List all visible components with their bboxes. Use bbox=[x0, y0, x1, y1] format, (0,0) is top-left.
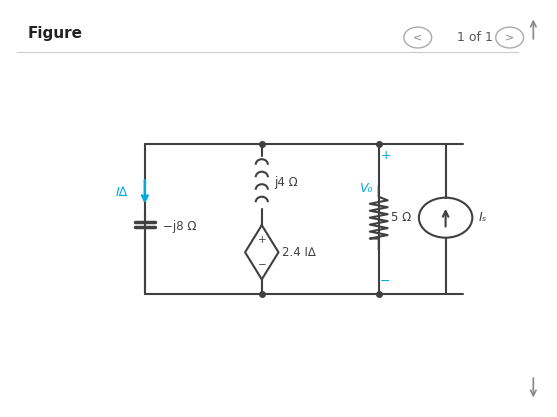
Text: j4 Ω: j4 Ω bbox=[274, 176, 298, 189]
Text: −j8 Ω: −j8 Ω bbox=[163, 219, 196, 233]
Text: −: − bbox=[380, 275, 390, 288]
Text: 5 Ω: 5 Ω bbox=[391, 211, 411, 224]
Text: −: − bbox=[257, 260, 266, 270]
Text: <: < bbox=[413, 33, 422, 43]
Text: V₀: V₀ bbox=[359, 182, 372, 195]
Text: +: + bbox=[257, 235, 266, 245]
Text: 2.4 I∆: 2.4 I∆ bbox=[282, 246, 316, 259]
Text: +: + bbox=[380, 149, 391, 163]
Text: Iₛ: Iₛ bbox=[479, 211, 487, 224]
Text: >: > bbox=[505, 33, 514, 43]
Text: 1 of 1: 1 of 1 bbox=[457, 31, 492, 44]
Text: Figure: Figure bbox=[28, 25, 83, 40]
Text: I∆: I∆ bbox=[115, 186, 128, 199]
